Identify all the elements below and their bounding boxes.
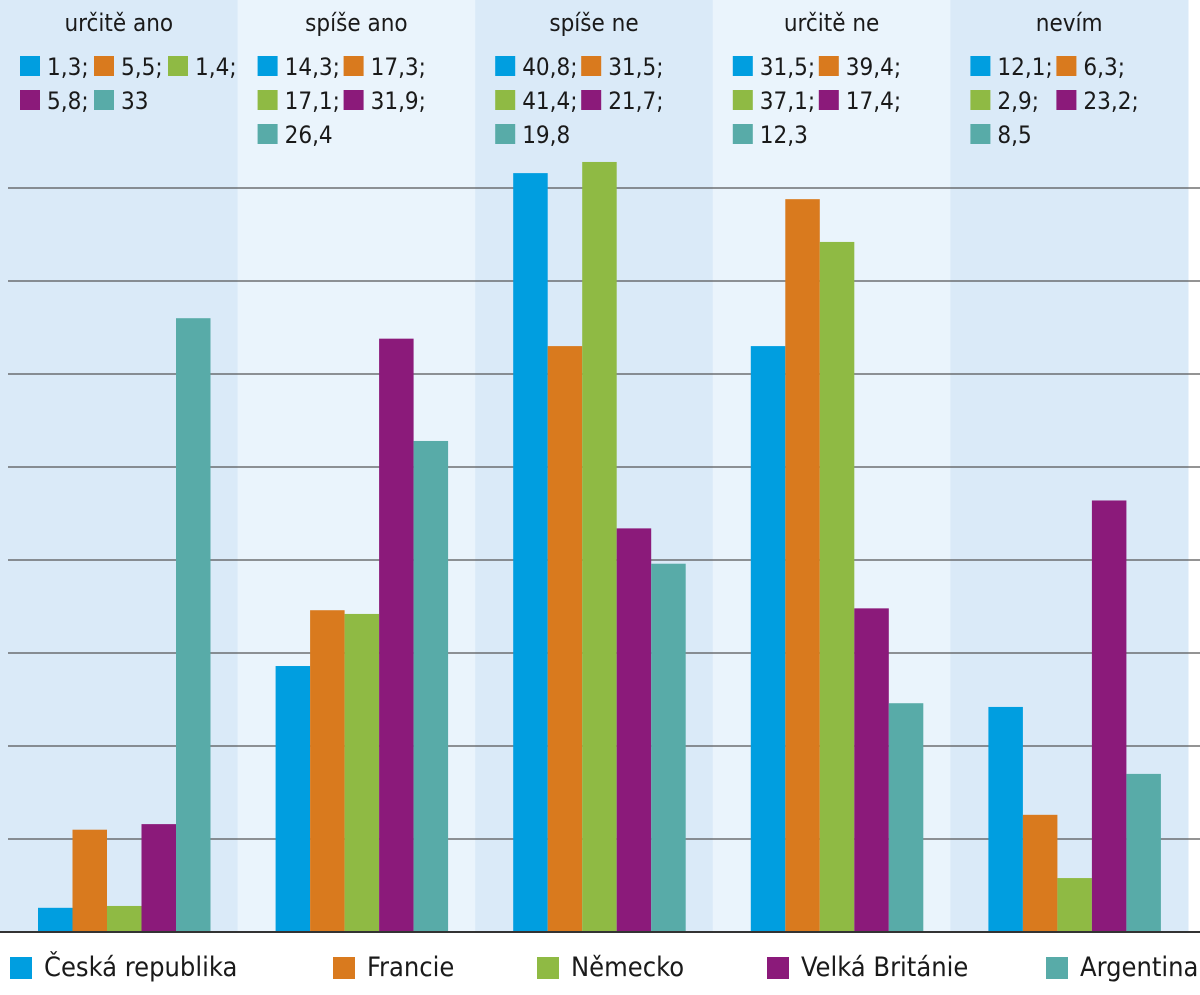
value-label: 17,3; [371, 53, 426, 81]
bar [72, 829, 107, 932]
value-label-swatch [94, 56, 114, 76]
value-label: 1,3; [47, 53, 89, 81]
value-label-swatch [20, 90, 40, 110]
value-label-swatch [343, 90, 364, 110]
value-label: 5,5; [121, 53, 163, 81]
legend-swatch [10, 956, 32, 979]
legend-swatch [767, 956, 789, 979]
value-label: 31,5; [760, 53, 815, 81]
legend-item: Česká republika [10, 952, 237, 983]
value-label-swatch [970, 56, 991, 76]
bar [1057, 878, 1092, 932]
legend-label: Česká republika [44, 952, 238, 983]
bar [413, 440, 449, 932]
value-label: 41,4; [522, 87, 577, 115]
value-label-swatch [732, 90, 753, 110]
bar [547, 346, 583, 933]
legend-item: Francie [333, 952, 454, 983]
category-title: spíše ne [549, 9, 638, 37]
value-label-swatch [20, 56, 40, 76]
bar [379, 338, 414, 932]
bar-chart: určitě ano 1,3; 5,5; 1,4; 5,8; 33 spíše ano 14,… [0, 0, 1200, 933]
bar [819, 241, 855, 932]
value-label-swatch [970, 90, 991, 110]
legend-item: Velká Británie [767, 952, 968, 983]
value-label-swatch [257, 124, 278, 144]
bar [854, 608, 889, 932]
bar [38, 907, 73, 932]
value-label-swatch [818, 56, 839, 76]
legend-label: Velká Británie [801, 952, 969, 983]
value-label-swatch [581, 90, 602, 110]
legend-swatch [1046, 956, 1068, 979]
value-label: 31,9; [371, 87, 426, 115]
category-title: nevím [1036, 9, 1103, 37]
value-label-swatch [257, 90, 278, 110]
value-label: 23,2; [1083, 87, 1138, 115]
value-label: 6,3; [1083, 53, 1125, 81]
category-title: určitě ano [64, 9, 173, 37]
value-label-swatch [168, 56, 188, 76]
bar [616, 528, 652, 932]
value-label-swatch [732, 56, 753, 76]
value-label: 39,4; [846, 53, 901, 81]
value-label: 26,4 [285, 121, 333, 149]
bar [988, 706, 1023, 932]
bar [513, 173, 548, 932]
bar [1126, 773, 1161, 932]
bar [1091, 500, 1127, 932]
legend-swatch [537, 956, 559, 979]
category-title: určitě ne [784, 9, 879, 37]
bar [1022, 814, 1058, 932]
value-label: 33 [121, 87, 148, 115]
value-label-swatch [495, 124, 516, 144]
value-label-swatch [94, 90, 114, 110]
bar [310, 610, 345, 932]
value-label-swatch [970, 124, 991, 144]
bar [651, 563, 686, 932]
legend-swatch [333, 956, 355, 979]
bar [141, 824, 176, 932]
value-label: 2,9; [997, 87, 1039, 115]
value-label: 37,1; [760, 87, 815, 115]
legend-item: Německo [537, 952, 684, 983]
bar [750, 346, 786, 933]
legend-label: Argentina [1080, 952, 1199, 983]
value-label: 14,3; [285, 53, 340, 81]
legend-item: Argentina [1046, 952, 1198, 983]
category-title: spíše ano [305, 9, 407, 37]
value-label-swatch [818, 90, 839, 110]
value-label: 17,4; [846, 87, 901, 115]
value-label: 5,8; [47, 87, 89, 115]
value-label: 8,5 [997, 121, 1031, 149]
value-label-swatch [495, 90, 516, 110]
bar [176, 318, 211, 932]
value-label-swatch [1056, 90, 1077, 110]
value-label: 17,1; [285, 87, 340, 115]
value-label: 12,3 [760, 121, 808, 149]
bar [275, 666, 311, 932]
legend-label: Francie [367, 952, 455, 983]
value-label: 31,5; [608, 53, 663, 81]
value-label: 21,7; [608, 87, 663, 115]
bar [107, 905, 142, 932]
value-label-swatch [495, 56, 516, 76]
legend-label: Německo [571, 952, 685, 983]
value-label-swatch [1056, 56, 1077, 76]
value-label: 19,8 [522, 121, 570, 149]
value-label: 12,1; [997, 53, 1052, 81]
value-label-swatch [343, 56, 364, 76]
value-label-swatch [257, 56, 278, 76]
value-label-swatch [732, 124, 753, 144]
value-label: 1,4; [195, 53, 237, 81]
bar [344, 613, 380, 932]
chart-legend: Česká republika Francie Německo Velká Britá… [0, 945, 1200, 995]
value-label-swatch [581, 56, 602, 76]
bar [888, 703, 924, 932]
value-label: 40,8; [522, 53, 577, 81]
bar [785, 199, 820, 932]
bar [582, 161, 617, 932]
